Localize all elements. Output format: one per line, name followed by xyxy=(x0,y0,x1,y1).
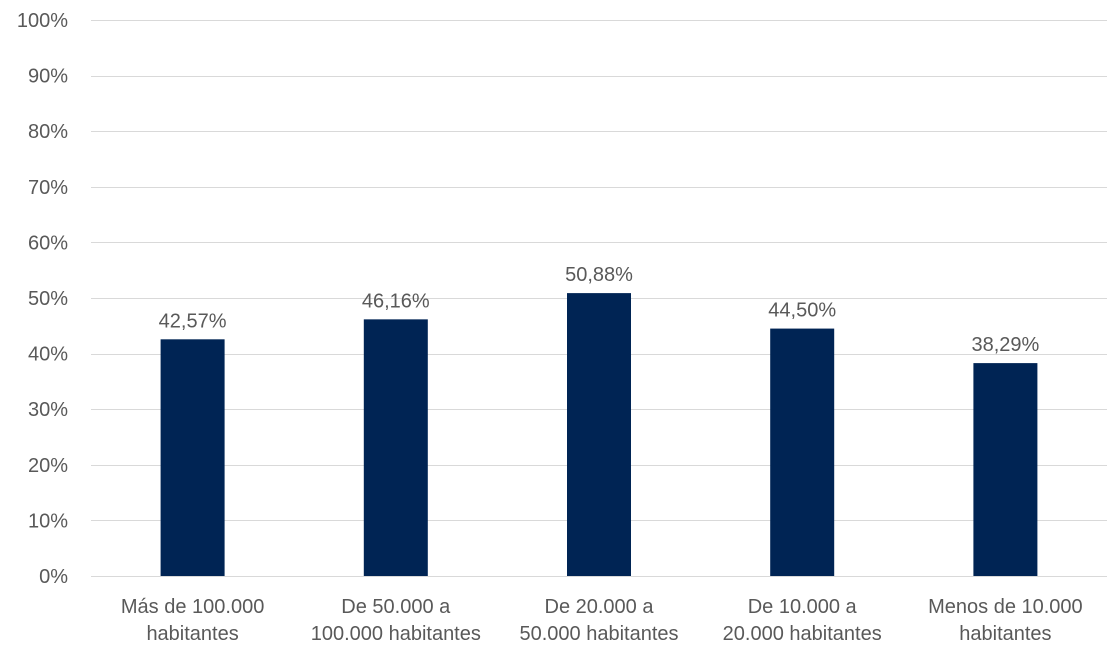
x-tick-label: Menos de 10.000 habitantes xyxy=(928,596,1083,645)
x-tick-label: De 20.000 a 50.000 habitantes xyxy=(519,596,678,645)
data-label: 50,88% xyxy=(565,264,633,286)
x-tick-label: De 50.000 a 100.000 habitantes xyxy=(311,596,481,645)
y-tick-label: 10% xyxy=(28,510,68,532)
y-tick-label: 40% xyxy=(28,344,68,366)
data-label: 38,29% xyxy=(971,334,1039,356)
bar xyxy=(770,328,835,576)
y-tick-label: 70% xyxy=(28,177,68,199)
bars xyxy=(160,293,1038,576)
y-tick-label: 100% xyxy=(17,10,68,32)
x-tick-label: Más de 100.000 habitantes xyxy=(121,596,264,645)
bar xyxy=(363,319,428,576)
data-label: 44,50% xyxy=(768,300,836,322)
y-tick-label: 30% xyxy=(28,399,68,421)
y-tick-label: 50% xyxy=(28,288,68,310)
data-labels: 42,57% 46,16% 50,88% 44,50% 38,29% xyxy=(159,264,1040,356)
x-axis-ticks: Más de 100.000 habitantes De 50.000 a 100.0… xyxy=(121,596,1083,645)
y-tick-label: 60% xyxy=(28,232,68,254)
y-tick-label: 0% xyxy=(39,566,68,588)
bar xyxy=(567,293,631,576)
data-label: 46,16% xyxy=(362,290,430,312)
y-axis-ticks: 0% 10% 20% 30% 40% 50% 60% 70% 80% 90% 100% xyxy=(17,10,68,588)
y-tick-label: 90% xyxy=(28,66,68,88)
y-tick-label: 20% xyxy=(28,455,68,477)
y-tick-label: 80% xyxy=(28,121,68,143)
x-tick-label: De 10.000 a 20.000 habitantes xyxy=(723,596,882,645)
bar xyxy=(160,339,225,576)
bar xyxy=(973,363,1038,576)
data-label: 42,57% xyxy=(159,310,227,332)
